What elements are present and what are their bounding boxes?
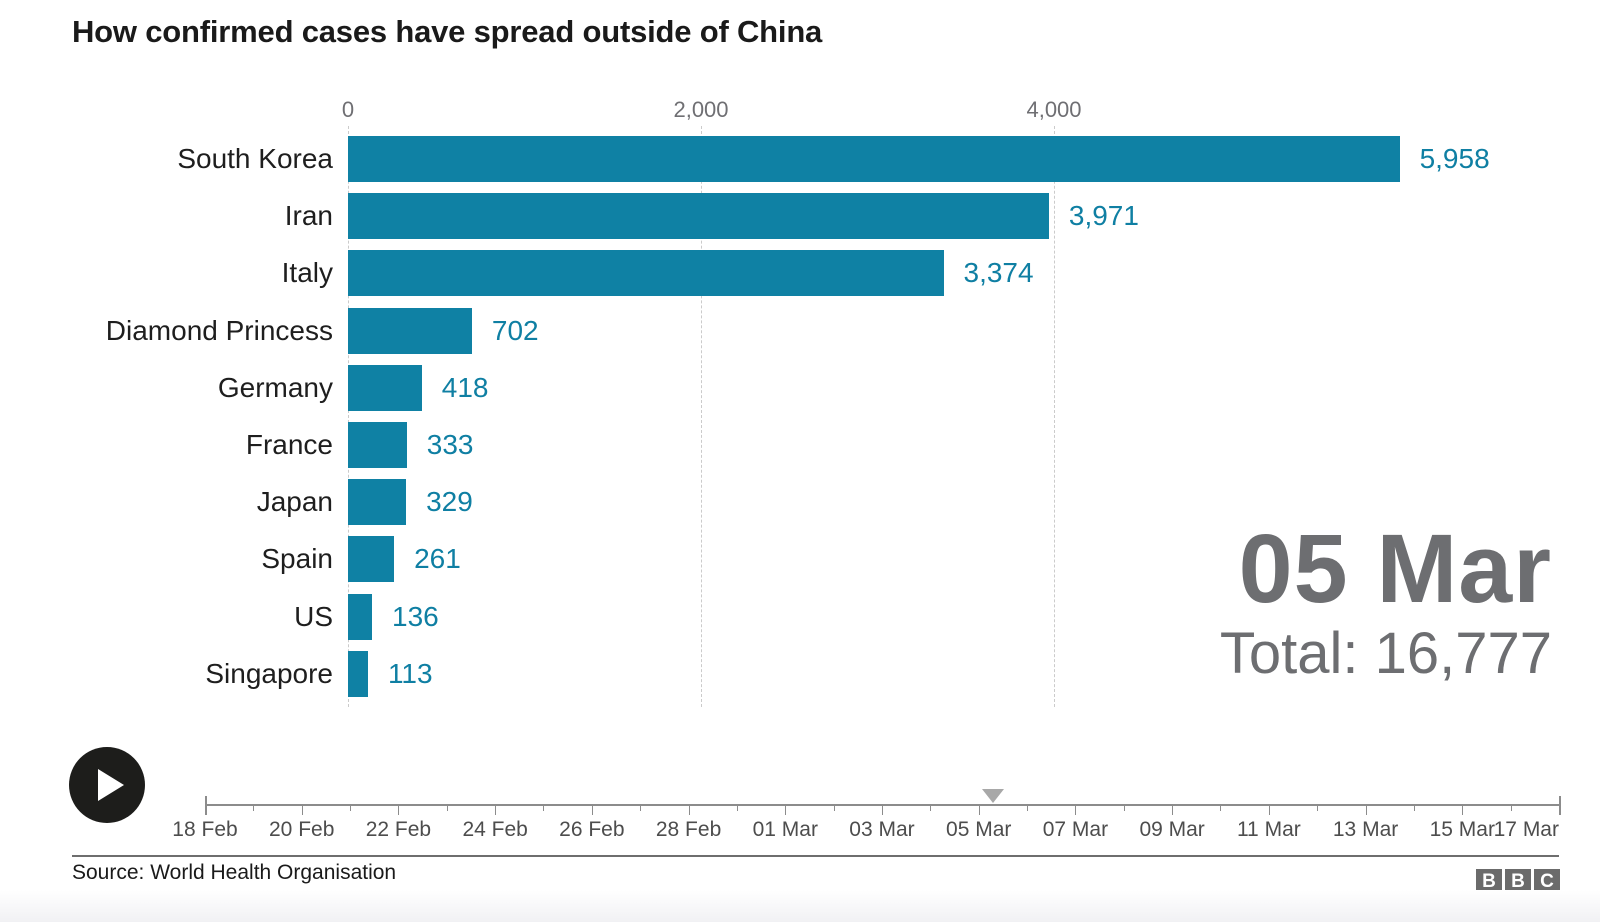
timeline-tick	[1075, 806, 1077, 815]
country-label: Germany	[217, 371, 333, 403]
timeline-tick	[1220, 806, 1222, 811]
country-label: Singapore	[205, 657, 333, 689]
timeline-tick	[495, 806, 497, 815]
timeline-tick-label: 03 Mar	[849, 818, 915, 841]
gridline	[1054, 126, 1055, 707]
bottom-fade	[0, 890, 1600, 922]
country-label: Iran	[284, 200, 333, 232]
timeline-tick	[446, 806, 448, 811]
total-count: Total: 16,777	[1219, 620, 1552, 686]
value-label: 3,971	[1068, 200, 1139, 232]
bar	[348, 536, 395, 583]
timeline-tick	[1462, 806, 1464, 815]
bar	[348, 593, 372, 640]
value-label: 113	[387, 657, 433, 689]
timeline-tick	[736, 806, 738, 811]
gridline	[701, 126, 702, 707]
x-axis-tick-label: 4,000	[1026, 97, 1082, 122]
timeline-tick-label: 09 Mar	[1139, 818, 1205, 841]
timeline-tick-label: 05 Mar	[946, 818, 1012, 841]
timeline-tick-label: 22 Feb	[365, 818, 432, 841]
country-label: France	[245, 429, 333, 460]
value-label: 261	[414, 543, 461, 575]
value-label: 702	[491, 314, 539, 346]
timeline-tick	[881, 806, 883, 815]
country-label: Spain	[261, 543, 333, 575]
timeline-tick-label: 24 Feb	[462, 818, 528, 841]
value-label: 418	[441, 371, 489, 403]
bar	[348, 250, 944, 297]
bar	[348, 364, 422, 411]
country-label: US	[294, 600, 333, 632]
bar	[348, 422, 407, 468]
timeline-tick-label: 20 Feb	[269, 818, 335, 841]
country-label: Japan	[256, 486, 333, 518]
timeline-tick	[1413, 806, 1415, 811]
value-label: 5,958	[1419, 143, 1490, 174]
timeline-tick	[1268, 806, 1270, 815]
x-axis-tick-label: 2,000	[673, 97, 729, 122]
timeline-tick	[1510, 806, 1512, 811]
x-axis-tick-label: 0	[341, 97, 355, 122]
timeline-tick	[833, 806, 835, 811]
play-icon	[98, 769, 124, 801]
bbc-logo-block: B	[1476, 869, 1502, 895]
value-label: 333	[426, 429, 474, 460]
timeline-endcap	[1559, 796, 1561, 815]
timeline-tick	[1172, 806, 1174, 815]
timeline-endcap	[205, 796, 207, 815]
value-label: 3,374	[963, 257, 1034, 289]
timeline-tick	[640, 806, 642, 811]
timeline-tick	[930, 806, 932, 811]
triangle-down-icon[interactable]	[982, 789, 1005, 803]
chart-title: How confirmed cases have spread outside …	[72, 14, 823, 49]
timeline-tick-label: 28 Feb	[655, 818, 722, 841]
timeline-tick	[543, 806, 545, 811]
timeline-tick	[785, 806, 787, 815]
date-display: 05 Mar Total: 16,777	[1220, 514, 1552, 685]
timeline-tick-label: 13 Mar	[1332, 818, 1399, 841]
bbc-logo-block: C	[1534, 869, 1560, 895]
source-text: Source: World Health Organisation	[72, 861, 397, 884]
country-label: Italy	[281, 257, 333, 289]
bar	[348, 193, 1049, 240]
value-label: 136	[392, 600, 439, 632]
value-label: 329	[426, 486, 473, 518]
country-label: Diamond Princess	[105, 314, 333, 346]
timeline-tick-label: 01 Mar	[752, 818, 818, 841]
gridline	[348, 126, 349, 707]
bar	[348, 650, 368, 697]
timeline-tick	[350, 806, 352, 811]
country-label: South Korea	[177, 143, 333, 174]
timeline-tick	[253, 806, 255, 811]
timeline-tick-label: 26 Feb	[559, 818, 625, 841]
timeline-tick-label: 11 Mar	[1236, 818, 1301, 841]
bar	[348, 479, 407, 526]
timeline-tick-label: 18 Feb	[172, 818, 238, 841]
timeline-tick	[1365, 806, 1367, 815]
timeline-tick	[1123, 806, 1125, 811]
current-date: 05 Mar	[1238, 514, 1552, 623]
timeline-tick	[978, 806, 980, 815]
timeline-tick-label: 07 Mar	[1042, 818, 1109, 841]
bbc-logo-block: B	[1505, 869, 1531, 895]
timeline-tick	[398, 806, 400, 815]
timeline-tick	[301, 806, 303, 815]
play-button[interactable]	[69, 747, 145, 823]
bar	[348, 307, 472, 354]
divider	[72, 855, 1559, 857]
timeline-tick-label: 15 Mar	[1429, 818, 1495, 841]
timeline-tick	[1317, 806, 1319, 811]
bar	[348, 136, 1400, 182]
timeline-tick	[591, 806, 593, 815]
timeline-tick	[688, 806, 690, 815]
timeline-axis	[205, 804, 1559, 806]
timeline-tick-label: 17 Mar	[1493, 818, 1559, 841]
timeline-tick	[1027, 806, 1029, 811]
